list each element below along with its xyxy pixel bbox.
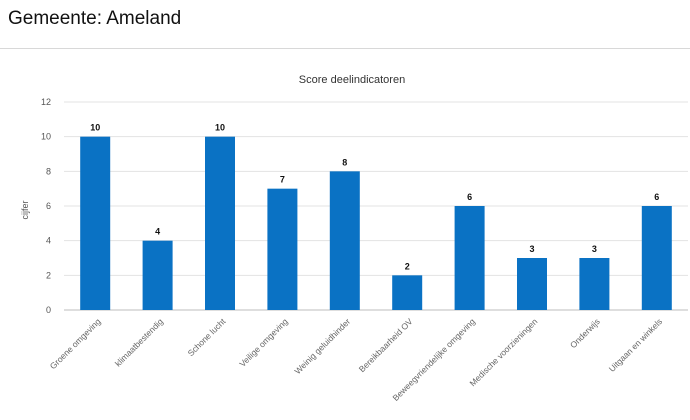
bar-value-label: 7 xyxy=(280,175,285,185)
page-title: Gemeente: Ameland xyxy=(8,8,182,29)
bar[interactable] xyxy=(329,171,360,310)
y-tick-label: 6 xyxy=(46,201,51,211)
bar-value-label: 10 xyxy=(215,123,225,133)
bar[interactable] xyxy=(641,206,672,310)
y-tick-label: 0 xyxy=(46,305,51,315)
y-axis-label: cijfer xyxy=(20,200,30,219)
bar[interactable] xyxy=(267,188,298,310)
bar[interactable] xyxy=(80,136,111,310)
y-tick-label: 2 xyxy=(46,270,51,280)
y-tick-label: 4 xyxy=(46,236,51,246)
bar-value-label: 4 xyxy=(155,227,160,237)
x-category-label: Groene omgeving xyxy=(48,316,103,371)
bar-value-label: 2 xyxy=(405,261,410,271)
y-tick-label: 10 xyxy=(41,132,51,142)
bar-value-label: 10 xyxy=(90,123,100,133)
x-category-label: Medische voorzieningen xyxy=(468,316,540,388)
bar[interactable] xyxy=(579,258,610,310)
x-category-label: Schone lucht xyxy=(186,316,228,358)
bar[interactable] xyxy=(205,136,235,310)
y-tick-label: 8 xyxy=(46,166,51,176)
bar[interactable] xyxy=(454,206,485,310)
bar[interactable] xyxy=(392,275,423,310)
bar[interactable] xyxy=(142,240,173,310)
bar-value-label: 6 xyxy=(654,192,659,202)
x-category-label: Uitgaan en winkels xyxy=(607,316,665,374)
score-bar-chart: Score deelindicatoren cijfer 0 2 4 6 8 10 12 1… xyxy=(20,74,688,403)
bar[interactable] xyxy=(517,258,547,310)
page-header: Gemeente: Ameland xyxy=(0,0,690,49)
y-tick-label: 12 xyxy=(41,97,51,107)
bar-value-label: 6 xyxy=(467,192,472,202)
x-category-label: klimaatbestendig xyxy=(113,316,165,368)
bar-value-label: 8 xyxy=(342,157,347,167)
x-category-label: Veilige omgeving xyxy=(237,316,290,369)
x-category-label: Onderwijs xyxy=(568,316,602,350)
chart-title: Score deelindicatoren xyxy=(299,74,405,86)
x-category-label: Weinig geluidhinder xyxy=(292,316,352,376)
bar-value-label: 3 xyxy=(529,244,534,254)
bar-value-label: 3 xyxy=(592,244,597,254)
x-category-label: Bereikbaarheid OV xyxy=(357,316,415,374)
